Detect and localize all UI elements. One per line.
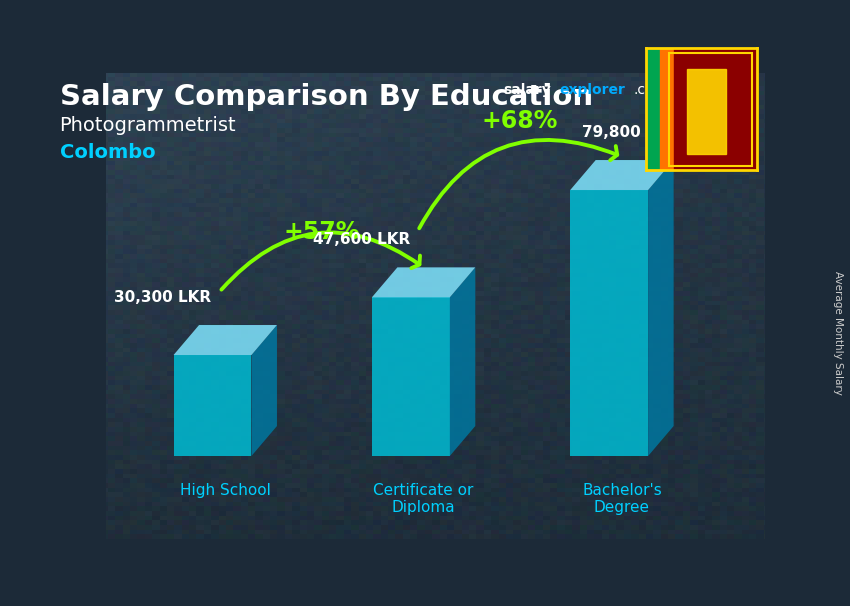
Text: 47,600 LKR: 47,600 LKR [313,232,410,247]
Polygon shape [371,298,450,456]
Bar [670,53,752,165]
Bar [660,48,673,170]
Polygon shape [450,267,475,456]
Polygon shape [570,160,673,190]
Polygon shape [173,325,277,355]
Text: .com: .com [633,82,667,97]
Text: Colombo: Colombo [60,142,155,162]
Text: Average Monthly Salary: Average Monthly Salary [833,271,843,395]
Text: High School: High School [180,482,270,498]
Polygon shape [570,190,648,456]
Text: +57%: +57% [283,220,360,244]
Bar [673,48,748,170]
Polygon shape [371,267,475,298]
Text: Certificate or
Diploma: Certificate or Diploma [373,482,473,515]
Polygon shape [173,355,252,456]
Text: Salary Comparison By Education: Salary Comparison By Education [60,82,592,111]
Text: +68%: +68% [482,109,558,133]
Text: 79,800 LKR: 79,800 LKR [582,125,679,140]
Text: Bachelor's
Degree: Bachelor's Degree [582,482,662,515]
Polygon shape [648,160,673,456]
Polygon shape [252,325,277,456]
Text: 30,300 LKR: 30,300 LKR [115,290,212,305]
Text: explorer: explorer [559,82,626,97]
Bar [688,68,726,153]
Text: salary: salary [503,82,551,97]
Bar [646,48,660,170]
Text: Photogrammetrist: Photogrammetrist [60,116,236,135]
FancyArrowPatch shape [221,233,420,290]
FancyBboxPatch shape [57,73,793,539]
FancyArrowPatch shape [419,140,617,228]
